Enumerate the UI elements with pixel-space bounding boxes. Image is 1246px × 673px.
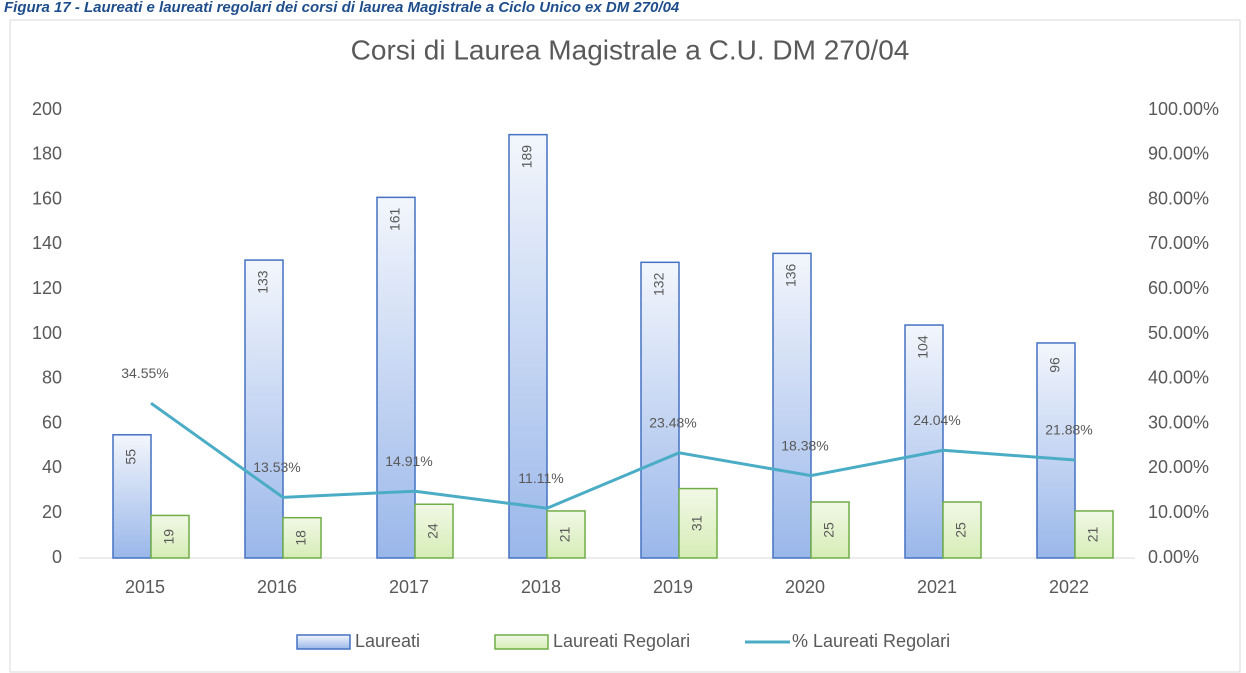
data-label: 21 [1085, 526, 1101, 542]
y-tick-label: 160 [32, 188, 62, 208]
chart-border [9, 19, 1241, 673]
y-tick-label: 0 [52, 547, 62, 567]
x-tick-label: 2015 [125, 577, 165, 597]
x-tick-label: 2020 [785, 577, 825, 597]
bar [942, 501, 982, 559]
bar [904, 324, 944, 559]
bar [1074, 510, 1114, 559]
y2-tick-label: 50.00% [1148, 323, 1209, 343]
data-label: 132 [651, 272, 667, 296]
x-tick-label: 2016 [257, 577, 297, 597]
legend-swatch [494, 634, 549, 650]
bar [150, 514, 190, 559]
bar [244, 259, 284, 559]
bar [1036, 342, 1076, 559]
y2-tick-label: 90.00% [1148, 144, 1209, 164]
data-label: 24 [425, 523, 441, 539]
data-label: 18 [293, 530, 309, 546]
data-label: 11.11% [518, 470, 563, 486]
y-tick-label: 20 [42, 502, 62, 522]
y-tick-label: 200 [32, 99, 62, 119]
data-label: 13.53% [253, 459, 300, 475]
legend-swatch [296, 634, 351, 650]
bar [810, 501, 850, 559]
data-label: 104 [915, 335, 931, 359]
y2-tick-label: 10.00% [1148, 502, 1209, 522]
y2-tick-label: 30.00% [1148, 412, 1209, 432]
legend-label: % Laureati Regolari [792, 631, 950, 651]
y2-tick-label: 0.00% [1148, 547, 1199, 567]
caption: Figura 17 - Laureati e laureati regolari… [4, 0, 680, 16]
data-label: 189 [519, 145, 535, 169]
data-label: 21 [557, 526, 573, 542]
bar [112, 434, 152, 559]
chart-title: Corsi di Laurea Magistrale a C.U. DM 270… [351, 34, 910, 65]
y-tick-label: 40 [42, 457, 62, 477]
data-label: 96 [1047, 357, 1063, 373]
data-label: 133 [255, 270, 271, 294]
y2-tick-label: 70.00% [1148, 233, 1209, 253]
y2-tick-label: 60.00% [1148, 278, 1209, 298]
x-tick-label: 2019 [653, 577, 693, 597]
x-tick-label: 2017 [389, 577, 429, 597]
data-label: 25 [821, 522, 837, 538]
y-tick-label: 120 [32, 278, 62, 298]
data-label: 24.04% [913, 412, 960, 428]
data-label: 34.55% [121, 365, 168, 381]
bar [282, 516, 322, 559]
data-label: 19 [161, 529, 177, 545]
y-tick-label: 80 [42, 368, 62, 388]
y2-tick-label: 100.00% [1148, 99, 1219, 119]
y-tick-label: 60 [42, 412, 62, 432]
bar [678, 487, 718, 559]
data-label: 25 [953, 522, 969, 538]
x-tick-label: 2018 [521, 577, 561, 597]
data-label: 31 [689, 515, 705, 531]
data-label: 55 [123, 449, 139, 465]
bar [640, 261, 680, 559]
y-tick-label: 100 [32, 323, 62, 343]
bar [772, 252, 812, 559]
y2-tick-label: 20.00% [1148, 457, 1209, 477]
x-tick-label: 2022 [1049, 577, 1089, 597]
data-label: 18.38% [781, 437, 828, 453]
y2-tick-label: 80.00% [1148, 188, 1209, 208]
data-label: 14.91% [385, 453, 432, 469]
bar [508, 133, 548, 559]
line [150, 401, 1076, 510]
data-label: 23.48% [649, 415, 696, 431]
y-tick-label: 140 [32, 233, 62, 253]
bar [546, 510, 586, 559]
x-tick-label: 2021 [917, 577, 957, 597]
y2-tick-label: 40.00% [1148, 368, 1209, 388]
data-label: 21.88% [1045, 422, 1092, 438]
data-label: 136 [783, 263, 799, 287]
bar [414, 503, 454, 559]
bar [376, 196, 416, 559]
legend-label: Laureati Regolari [553, 631, 690, 651]
data-label: 161 [387, 207, 403, 231]
y-tick-label: 180 [32, 144, 62, 164]
legend-label: Laureati [355, 631, 420, 651]
